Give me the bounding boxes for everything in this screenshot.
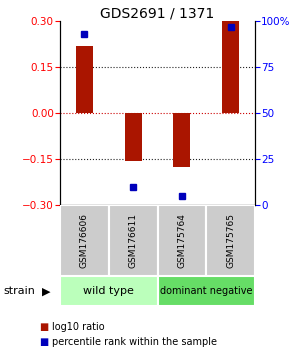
Bar xyxy=(60,205,109,276)
Text: GSM175764: GSM175764 xyxy=(177,213,186,268)
Text: GSM175765: GSM175765 xyxy=(226,213,235,268)
Bar xyxy=(109,205,158,276)
Bar xyxy=(76,46,93,113)
Bar xyxy=(158,205,206,276)
Text: GSM176606: GSM176606 xyxy=(80,213,89,268)
Text: ▶: ▶ xyxy=(42,286,50,296)
Text: ■: ■ xyxy=(39,337,48,347)
Text: strain: strain xyxy=(3,286,35,296)
Text: dominant negative: dominant negative xyxy=(160,286,253,296)
Text: ■: ■ xyxy=(39,322,48,332)
Title: GDS2691 / 1371: GDS2691 / 1371 xyxy=(100,6,214,20)
Bar xyxy=(60,276,158,306)
Text: log10 ratio: log10 ratio xyxy=(52,322,105,332)
Bar xyxy=(173,113,190,167)
Text: percentile rank within the sample: percentile rank within the sample xyxy=(52,337,218,347)
Text: wild type: wild type xyxy=(83,286,134,296)
Bar xyxy=(158,276,255,306)
Text: GSM176611: GSM176611 xyxy=(129,213,138,268)
Bar xyxy=(222,21,239,113)
Bar xyxy=(206,205,255,276)
Bar xyxy=(124,113,142,161)
